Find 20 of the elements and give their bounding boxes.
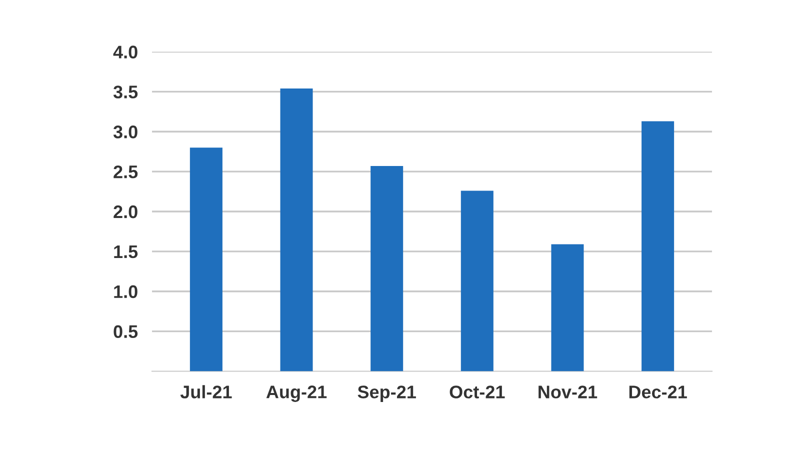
x-tick-label: Sep-21 bbox=[358, 386, 416, 402]
bar bbox=[642, 121, 674, 372]
bar bbox=[190, 148, 222, 372]
x-tick-label: Oct-21 bbox=[450, 386, 505, 398]
y-tick-label: 3.0 bbox=[113, 126, 138, 138]
bar bbox=[280, 88, 313, 372]
bar bbox=[551, 244, 584, 372]
y-tick-label: 4.0 bbox=[113, 46, 138, 58]
x-tick-label: Aug-21 bbox=[266, 386, 327, 402]
y-tick-label: 1.0 bbox=[114, 285, 138, 298]
x-tick-label: Dec-21 bbox=[629, 386, 687, 398]
x-tick-label: Nov-21 bbox=[538, 386, 598, 398]
y-tick-label: 2.5 bbox=[114, 165, 138, 178]
bar bbox=[460, 190, 494, 372]
y-tick-label: 0.5 bbox=[114, 325, 138, 338]
y-tick-label: 1.5 bbox=[114, 246, 138, 258]
y-tick-label: 2.0 bbox=[114, 205, 138, 218]
bar bbox=[370, 166, 404, 372]
x-tick-label: Jul-21 bbox=[180, 385, 232, 398]
y-tick-label: 3.5 bbox=[113, 86, 138, 98]
